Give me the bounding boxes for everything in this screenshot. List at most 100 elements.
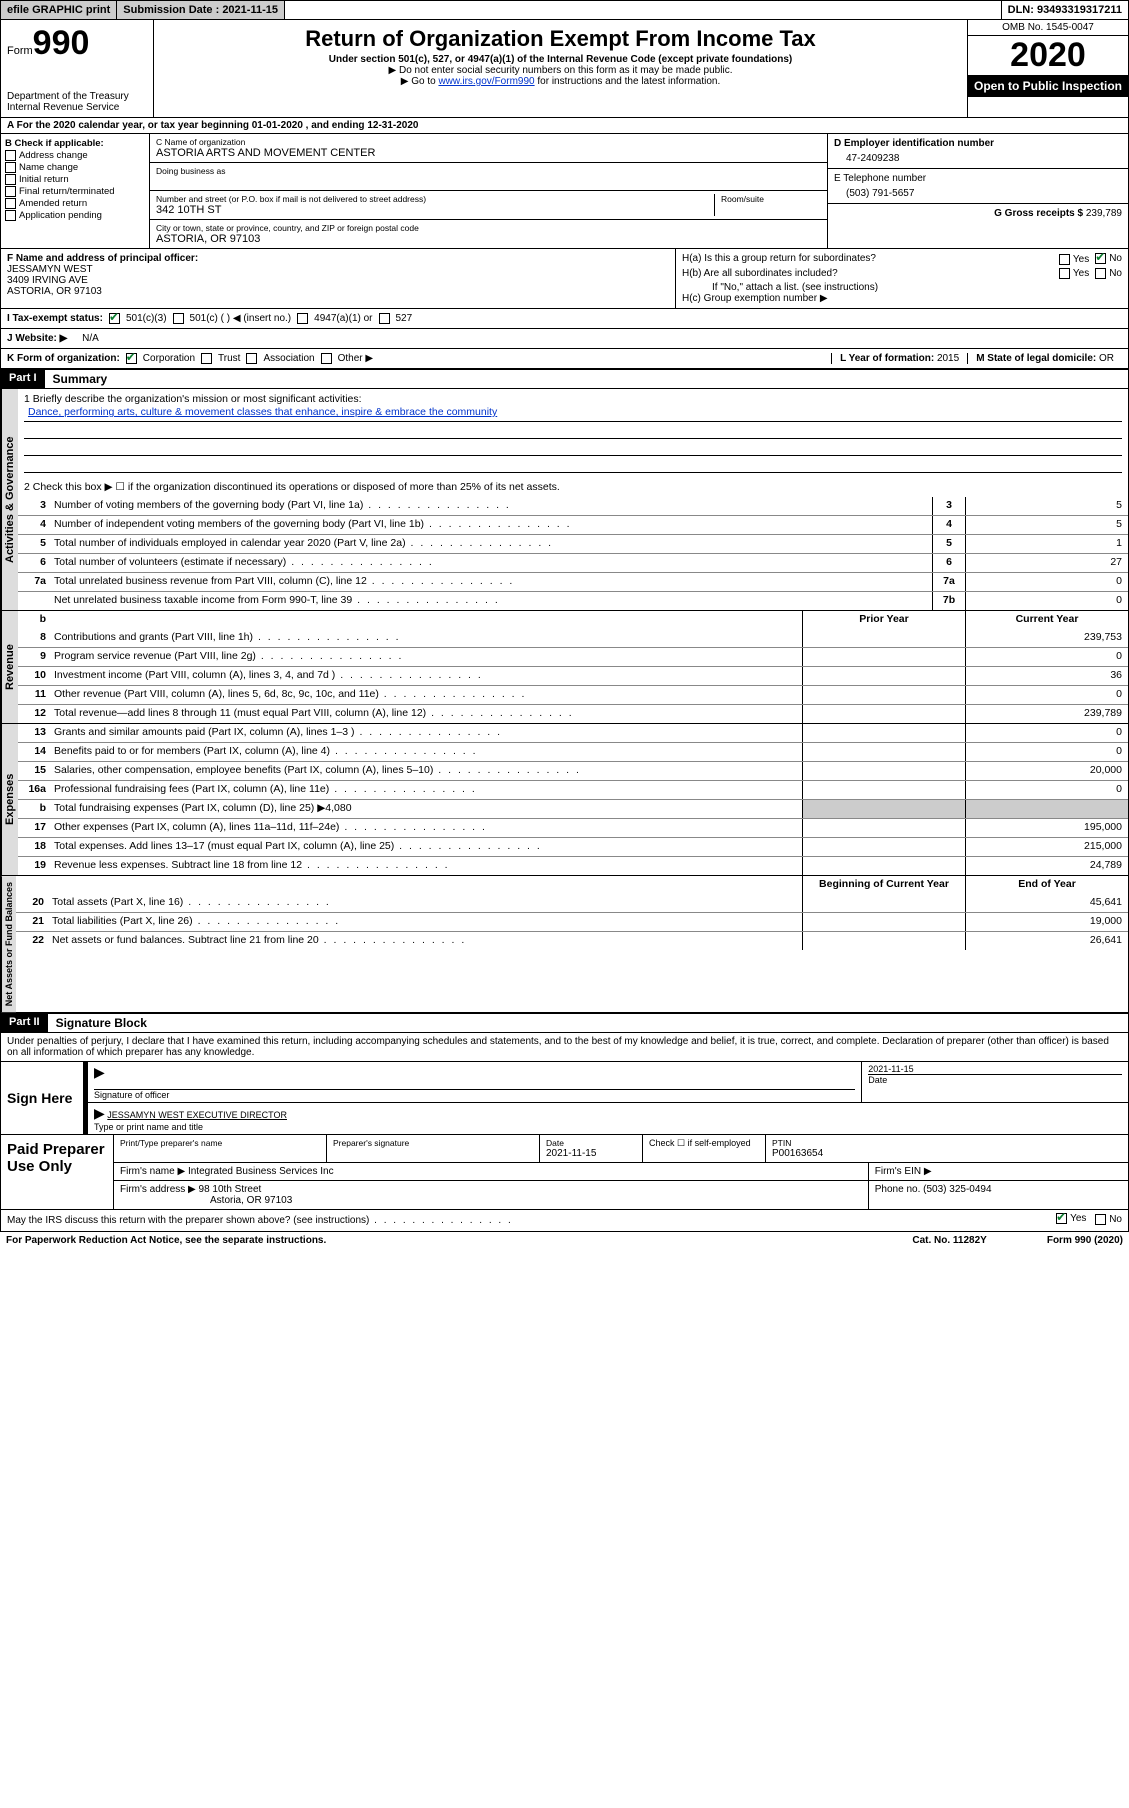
table-row: 4Number of independent voting members of… xyxy=(18,515,1128,534)
form-subtitle-1: Under section 501(c), 527, or 4947(a)(1)… xyxy=(160,54,961,65)
part2-title: Signature Block xyxy=(48,1014,155,1032)
gross-receipts: 239,789 xyxy=(1086,208,1122,219)
chk-hb-no[interactable] xyxy=(1095,268,1106,279)
table-row: 7aTotal unrelated business revenue from … xyxy=(18,572,1128,591)
form-header: Form990 Department of the Treasury Inter… xyxy=(0,20,1129,118)
state-domicile: OR xyxy=(1099,353,1114,364)
table-row: 3Number of voting members of the governi… xyxy=(18,497,1128,515)
table-row: 16aProfessional fundraising fees (Part I… xyxy=(18,780,1128,799)
part2-header: Part II xyxy=(1,1014,48,1032)
table-row: 18Total expenses. Add lines 13–17 (must … xyxy=(18,837,1128,856)
open-inspection-badge: Open to Public Inspection xyxy=(968,75,1128,97)
chk-discuss-no[interactable] xyxy=(1095,1214,1106,1225)
firm-name: Integrated Business Services Inc xyxy=(188,1166,334,1177)
officer-name-title: JESSAMYN WEST EXECUTIVE DIRECTOR xyxy=(107,1110,287,1120)
table-row: 5Total number of individuals employed in… xyxy=(18,534,1128,553)
chk-application-pending[interactable] xyxy=(5,210,16,221)
form-title: Return of Organization Exempt From Incom… xyxy=(160,26,961,52)
preparer-date: 2021-11-15 xyxy=(546,1148,636,1159)
footer: For Paperwork Reduction Act Notice, see … xyxy=(0,1232,1129,1249)
irs-label: Internal Revenue Service xyxy=(7,102,147,113)
firm-phone: (503) 325-0494 xyxy=(923,1184,991,1195)
paid-preparer-section: Paid Preparer Use Only Print/Type prepar… xyxy=(0,1135,1129,1210)
table-row: Net unrelated business taxable income fr… xyxy=(18,591,1128,610)
col-beginning-year: Beginning of Current Year xyxy=(802,876,965,894)
dln-label: DLN: 93493319317211 xyxy=(1001,1,1128,19)
chk-527[interactable] xyxy=(379,313,390,324)
submission-date-button[interactable]: Submission Date : 2021-11-15 xyxy=(117,1,285,19)
col-current-year: Current Year xyxy=(965,611,1128,629)
chk-address-change[interactable] xyxy=(5,150,16,161)
chk-501c[interactable] xyxy=(173,313,184,324)
org-info-grid: B Check if applicable: Address change Na… xyxy=(0,134,1129,249)
table-row: 10Investment income (Part VIII, column (… xyxy=(18,666,1128,685)
col-end-year: End of Year xyxy=(965,876,1128,894)
vlabel-net-assets: Net Assets or Fund Balances xyxy=(1,876,16,1012)
officer-name: JESSAMYN WEST xyxy=(7,264,669,275)
cat-no: Cat. No. 11282Y xyxy=(912,1235,986,1246)
org-address: 342 10TH ST xyxy=(156,204,708,216)
table-row: 8Contributions and grants (Part VIII, li… xyxy=(18,629,1128,647)
table-row: 22Net assets or fund balances. Subtract … xyxy=(16,931,1128,950)
chk-501c3[interactable] xyxy=(109,313,120,324)
chk-final-return[interactable] xyxy=(5,186,16,197)
form-subtitle-3: ▶ Go to www.irs.gov/Form990 for instruct… xyxy=(160,76,961,87)
vlabel-expenses: Expenses xyxy=(1,724,18,875)
table-row: 6Total number of volunteers (estimate if… xyxy=(18,553,1128,572)
box-f: F Name and address of principal officer:… xyxy=(1,249,676,308)
chk-initial-return[interactable] xyxy=(5,174,16,185)
chk-ha-yes[interactable] xyxy=(1059,254,1070,265)
perjury-declaration: Under penalties of perjury, I declare th… xyxy=(1,1033,1128,1061)
box-deg: D Employer identification number 47-2409… xyxy=(827,134,1128,248)
ptin-value: P00163654 xyxy=(772,1148,1122,1159)
row-klm: K Form of organization: Corporation Trus… xyxy=(0,349,1129,369)
sign-here-label: Sign Here xyxy=(1,1062,83,1134)
chk-hb-yes[interactable] xyxy=(1059,268,1070,279)
box-c: C Name of organization ASTORIA ARTS AND … xyxy=(150,134,827,248)
ein-value: 47-2409238 xyxy=(834,149,1122,164)
chk-name-change[interactable] xyxy=(5,162,16,173)
row-j-website: J Website: ▶ N/A xyxy=(0,329,1129,349)
mission-link[interactable]: Dance, performing arts, culture & moveme… xyxy=(28,406,497,418)
form-number: Form990 xyxy=(7,24,147,63)
net-assets-section: Net Assets or Fund Balances Beginning of… xyxy=(0,876,1129,1013)
efile-print-button[interactable]: efile GRAPHIC print xyxy=(1,1,117,19)
dept-label: Department of the Treasury xyxy=(7,91,147,102)
row-b-marker: b xyxy=(18,611,50,629)
form-subtitle-2: ▶ Do not enter social security numbers o… xyxy=(160,65,961,76)
table-row: 17Other expenses (Part IX, column (A), l… xyxy=(18,818,1128,837)
table-row: bTotal fundraising expenses (Part IX, co… xyxy=(18,799,1128,818)
table-row: 13Grants and similar amounts paid (Part … xyxy=(18,724,1128,742)
chk-association[interactable] xyxy=(246,353,257,364)
table-row: 21Total liabilities (Part X, line 26)19,… xyxy=(16,912,1128,931)
paid-preparer-label: Paid Preparer Use Only xyxy=(1,1135,113,1209)
part1-title: Summary xyxy=(45,370,116,388)
revenue-section: Revenue b Prior Year Current Year 8Contr… xyxy=(0,611,1129,724)
table-row: 14Benefits paid to or for members (Part … xyxy=(18,742,1128,761)
vlabel-revenue: Revenue xyxy=(1,611,18,723)
table-row: 19Revenue less expenses. Subtract line 1… xyxy=(18,856,1128,875)
vlabel-governance: Activities & Governance xyxy=(1,389,18,610)
col-prior-year: Prior Year xyxy=(802,611,965,629)
phone-value: (503) 791-5657 xyxy=(834,184,1122,199)
chk-other[interactable] xyxy=(321,353,332,364)
table-row: 12Total revenue—add lines 8 through 11 (… xyxy=(18,704,1128,723)
chk-ha-no[interactable] xyxy=(1095,253,1106,264)
top-bar: efile GRAPHIC print Submission Date : 20… xyxy=(0,0,1129,20)
signature-block: Under penalties of perjury, I declare th… xyxy=(0,1033,1129,1135)
table-row: 9Program service revenue (Part VIII, lin… xyxy=(18,647,1128,666)
org-city: ASTORIA, OR 97103 xyxy=(156,233,821,245)
firm-address-2: Astoria, OR 97103 xyxy=(120,1195,862,1206)
chk-amended-return[interactable] xyxy=(5,198,16,209)
chk-4947[interactable] xyxy=(297,313,308,324)
row-i-tax-status: I Tax-exempt status: 501(c)(3) 501(c) ( … xyxy=(0,309,1129,329)
form990-link[interactable]: www.irs.gov/Form990 xyxy=(438,76,534,87)
signature-arrow-icon: ▶ xyxy=(94,1064,855,1081)
year-formation: 2015 xyxy=(937,353,959,364)
expenses-section: Expenses 13Grants and similar amounts pa… xyxy=(0,724,1129,876)
chk-trust[interactable] xyxy=(201,353,212,364)
governance-section: Activities & Governance 1 Briefly descri… xyxy=(0,389,1129,611)
chk-corporation[interactable] xyxy=(126,353,137,364)
omb-number: OMB No. 1545-0047 xyxy=(968,20,1128,36)
chk-discuss-yes[interactable] xyxy=(1056,1213,1067,1224)
